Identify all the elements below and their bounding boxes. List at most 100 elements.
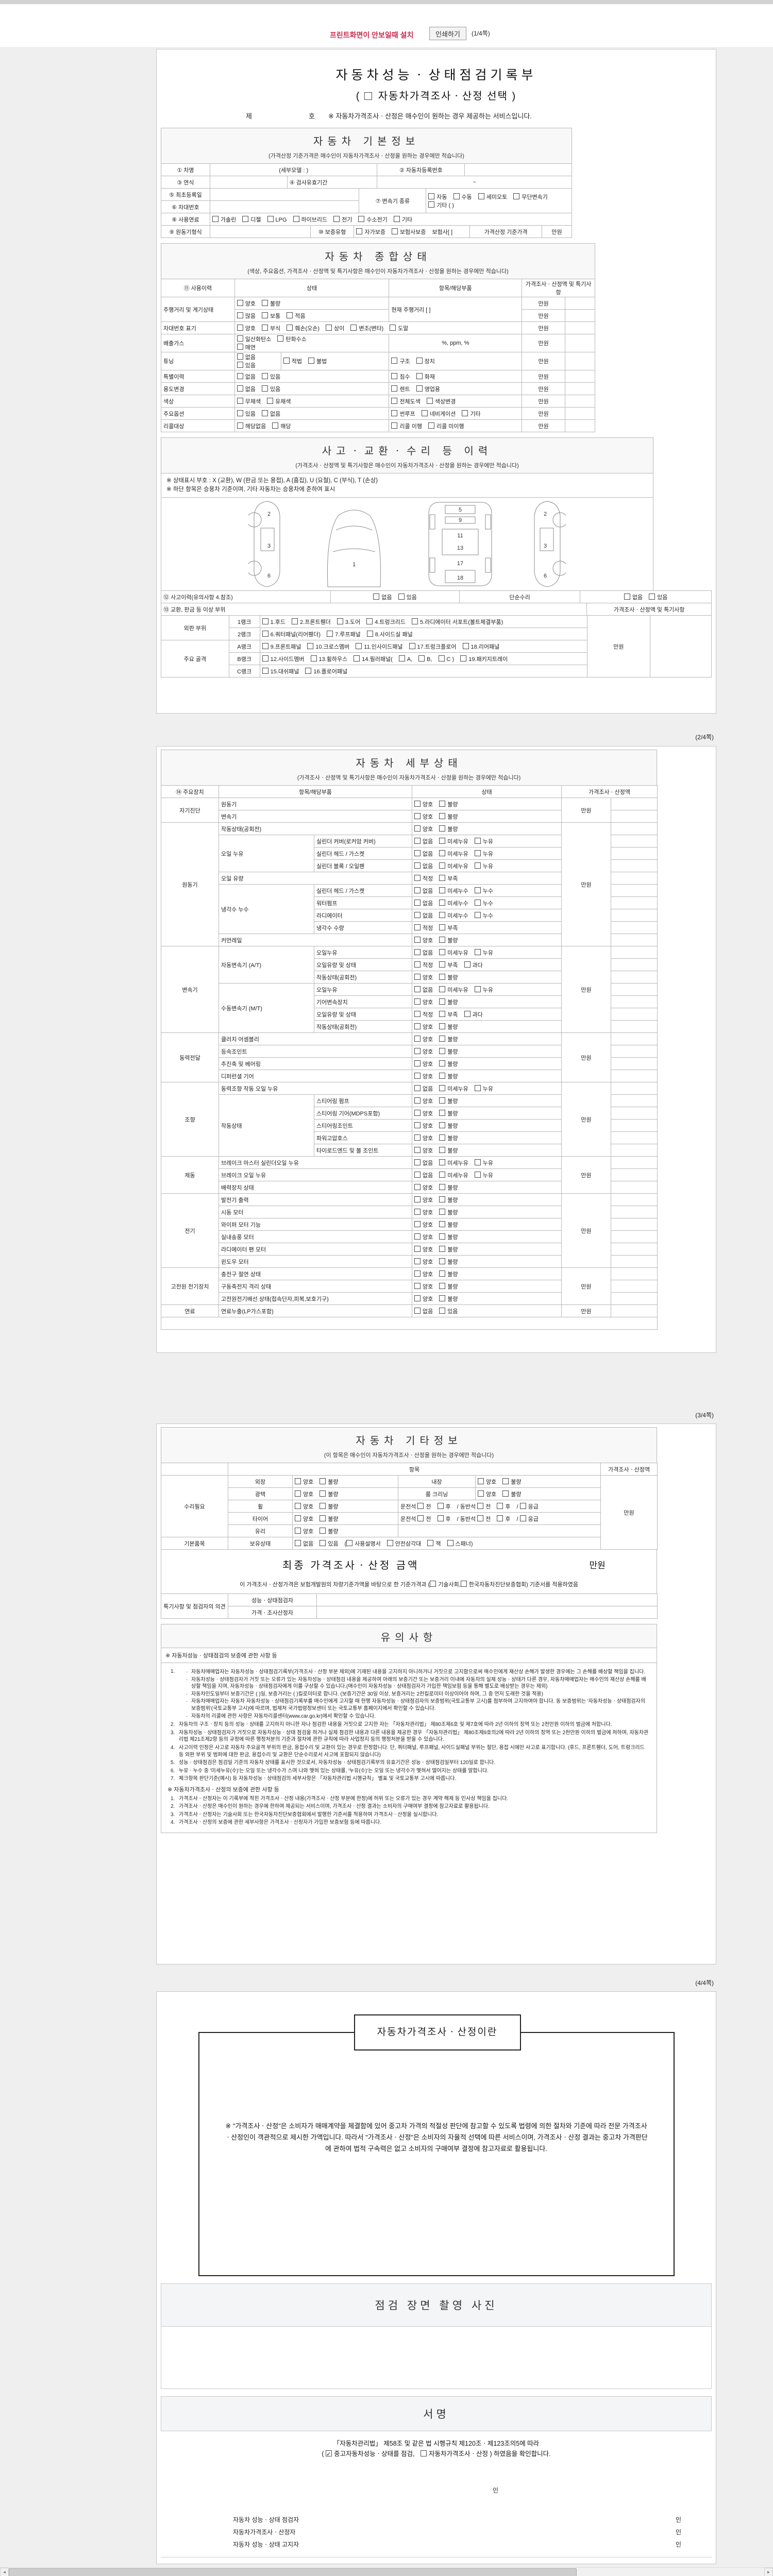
checkbox [439,1047,446,1054]
option: 있음 [262,385,280,393]
remark [611,798,658,810]
option-label: 영업용 [424,386,441,393]
checkbox [398,593,405,600]
basic-row-2: ③ 연식 ④ 검사유효기간 ~ [161,176,572,189]
page-marker-1: (1/4쪽) [472,30,490,37]
caution-item: 6. 누유ㆍ누수 중 '미세누유(수)'는 오일 또는 냉각수가 스며 나와 맺혀… [171,1768,649,1775]
checkbox [439,1097,446,1104]
remark [565,352,595,370]
accident-note-2: ※ 하단 항목은 승용차 기준이며, 기타 자동차는 승용차에 준하여 표시 [166,486,335,493]
item-sub-label: 자동변속기 (A/T) [219,946,314,984]
checkbox [295,1490,301,1497]
holding-state-options: 없음 있음(사용설명서 안전삼각대 잭 스패너) [292,1537,601,1550]
state-options: 없음 미세누유 누유 [412,983,562,996]
option-label: 불량 [447,814,458,820]
checkbox [307,642,314,649]
option: 미세누유 [439,1171,468,1179]
caution-item: 3. 자동차성능ㆍ상태점검자가 거짓으로 자동차성능ㆍ상태 점검을 하거나 실제 … [171,1730,649,1743]
option: 양호 [414,1258,433,1266]
svg-text:1: 1 [352,562,356,568]
checkbox [439,911,446,918]
checkbox [439,1010,446,1017]
option: 영업용 [416,385,440,393]
option-label: 해당없음 [245,423,266,430]
option-label: 없음 [423,851,433,857]
option: 없음 [237,385,256,393]
checkbox [414,948,421,955]
checkbox [354,655,360,662]
item-label: 구동축전지 격리 상태 [219,1280,412,1293]
item-label: 와이퍼 모터 기능 [219,1218,412,1231]
cell: 매연 [237,343,387,351]
remark [611,884,658,897]
option: 불량 [502,1490,522,1498]
option-label: 미세누유 [447,1160,468,1166]
option-label: 10.크로스멤버 [315,643,350,650]
option: 있음 [237,361,256,369]
checkbox [391,410,398,416]
checkbox [262,372,268,379]
repair-item-label: 유리 [228,1524,293,1537]
remark [611,921,658,934]
item-label: 고전원전기배선 상태(접속단자,피복,보호기구) [219,1292,412,1305]
checkbox [439,998,446,1005]
cell: 1. [171,1795,175,1802]
state-options: 양호 불량 [412,1280,562,1293]
checkbox [414,1010,421,1017]
checkbox [320,1490,326,1497]
checkbox [327,630,333,637]
option-label: 리콜 미이행 [436,423,464,430]
rank-items: 1.후드 2.프론트휀더 3.도어 4.트렁크리드 5.라디에이터 서포트(볼트체결부품… [259,615,587,628]
option-label: 전 [426,1516,431,1522]
checkbox [414,874,421,881]
caution-block2-title: ※ 자동차가격조사ㆍ산정의 보증에 관한 사항 등 [167,1786,279,1793]
option-label: 양호 [423,1283,433,1290]
document-subtitle: ( 자동차가격조사ㆍ산정 선택 ) [161,88,712,103]
checkbox [417,1502,424,1509]
item-label: 브레이크 마스터 실린더오일 누유 [219,1156,412,1169]
exchange-price-header: 가격조사ㆍ산정액 및 특기사항 [586,603,712,616]
option: 과다 [464,961,483,969]
car-diagram-front: 1 [327,510,381,587]
caution-item-text: 자동차의 구조ㆍ장치 등의 성능ㆍ상태를 고지하지 아니한 자나 점검한 내용을… [179,1722,612,1728]
option-label: 17.트렁크플로어 [417,643,457,650]
option: 양호 [414,825,433,833]
photo-band: 점검 장면 촬영 사진 [161,2283,712,2327]
option: 양호 [295,1527,313,1535]
option: 불량 [439,1295,458,1303]
page-4: 자동차가격조사ㆍ산정이란 ※ "가격조사ㆍ산정"은 소비자가 매매계약을 체결함… [156,1991,716,2564]
checkbox [308,358,314,364]
item-sub-label: 수동변속기 (M/T) [219,983,314,1033]
item-label: 커먼레일 [219,934,412,946]
option: 없음 [624,593,643,601]
option-label: 미세누유 [447,987,468,993]
remark [611,1193,658,1206]
checkbox [295,1527,301,1534]
tuning-legality: 적법 불법 [280,352,390,370]
repair-item-state: 양호 불량 [292,1500,398,1513]
scroll-left-button[interactable]: ◄ [0,2568,9,2576]
horizontal-scrollbar[interactable]: ◄ ► [0,2567,773,2576]
table-row: 변속기 자동변속기 (A/T) 오일누유 없음 미세누유 누유 만원 [161,946,658,1033]
table-row: 휠 양호 불량 운전석 전 후 / 동반석 전 후 / 응급 [161,1500,658,1513]
cell: · 자동차매매업자는 자동차성능ㆍ상태점검기록부(가격조사ㆍ산정 부분 제외)에 … [179,1668,649,1720]
remark [611,1119,658,1132]
option-label: 미세누수 [447,912,468,919]
option: 없음 [414,1159,433,1167]
install-notice-link[interactable]: 프린트화면이 안보일때 설치 [330,31,414,39]
rank-label: 1랭크 [228,615,260,628]
option-label: 적정 [423,1011,433,1018]
emission-label: 배출가스 [161,334,235,352]
item-label: 라디에이터 팬 모터 [219,1243,412,1256]
option: 기타 ( ) [428,201,454,209]
print-button[interactable]: 인쇄하기 [429,27,466,40]
state-options: 양호 불량 [412,1107,562,1120]
option-label: 불량 [447,1073,458,1080]
item-label: 발전기 출력 [219,1193,412,1206]
table-row: 브레이크 오일 누유 없음 미세누유 누유 [161,1168,658,1181]
option: 미세누유 [439,1084,468,1093]
scroll-right-button[interactable]: ► [764,2568,773,2576]
option-label: 후 [445,1516,451,1522]
checkbox [478,1478,484,1484]
scrollbar-thumb[interactable] [9,2568,577,2576]
